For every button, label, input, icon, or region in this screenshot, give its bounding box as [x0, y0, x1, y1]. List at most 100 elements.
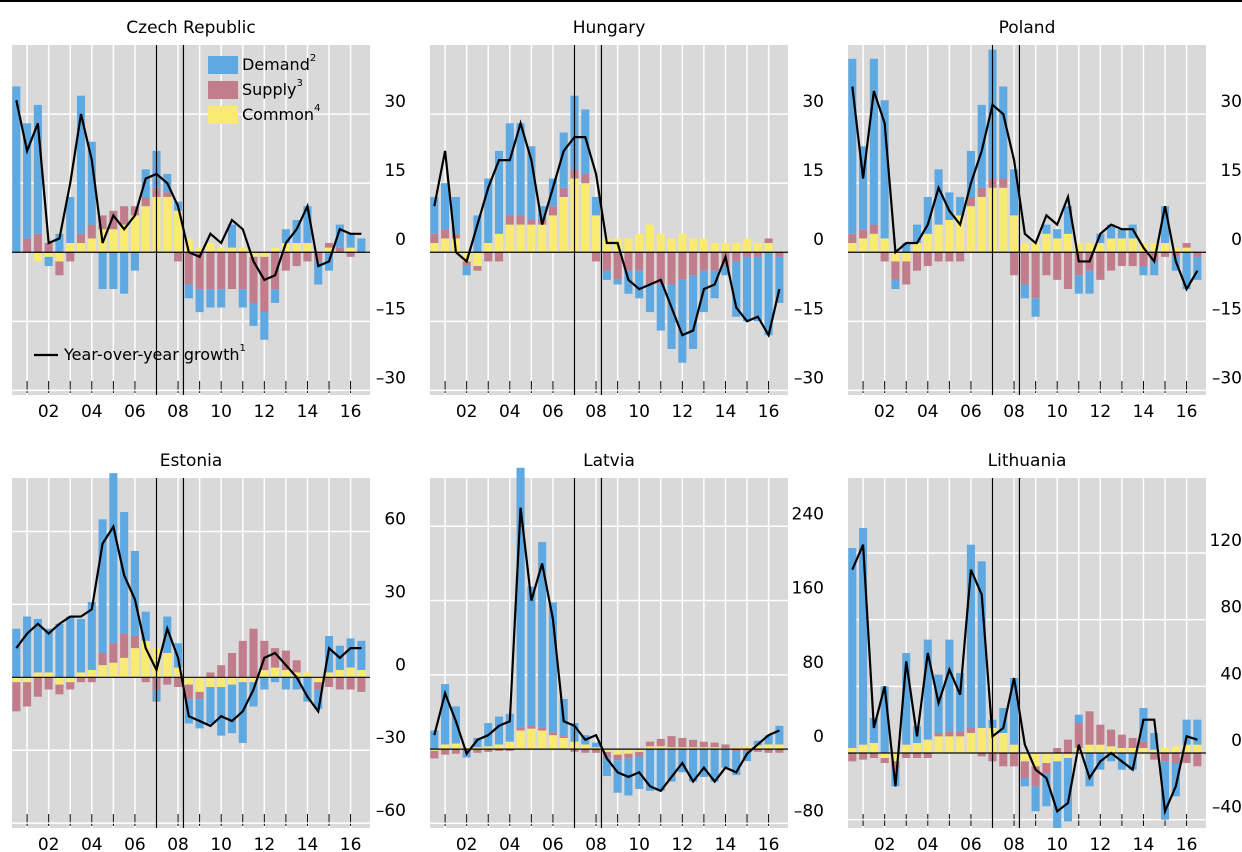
bar-segment [141, 640, 150, 678]
bar-segment [505, 713, 514, 742]
bar-segment [238, 289, 247, 308]
bar-segment [699, 238, 708, 253]
bar-segment [1182, 252, 1191, 290]
bar-segment [206, 252, 215, 290]
bar-segment [87, 224, 96, 239]
bar-segment [462, 747, 471, 750]
bar-segment [1042, 773, 1051, 807]
bar-segment [656, 252, 665, 285]
bar-segment [109, 662, 118, 678]
x-tick-label: 06 [124, 835, 146, 852]
bar-segment [1150, 753, 1159, 760]
bar-segment [869, 224, 878, 234]
x-tick-label: 10 [210, 835, 232, 852]
bar-segment [635, 252, 644, 271]
bar-segment [742, 751, 752, 762]
bar-segment [891, 753, 900, 762]
bar-segment [945, 639, 954, 732]
bar-segment [764, 252, 773, 336]
bar-segment [462, 266, 471, 276]
bar-segment [966, 733, 975, 753]
bar-segment [689, 238, 698, 253]
plot-background [430, 45, 788, 395]
bar-segment [912, 252, 922, 271]
bar-segment [721, 749, 730, 768]
x-tick-label: 08 [167, 402, 189, 422]
bar-segment [238, 252, 247, 290]
bar-segment [1020, 778, 1029, 787]
bar-segment [76, 677, 86, 683]
y-tick-label: 40 [1220, 664, 1242, 684]
bar-segment [1171, 763, 1180, 797]
bar-segment [559, 187, 568, 197]
y-tick-label: 30 [384, 92, 406, 112]
bar-segment [923, 252, 932, 267]
bar-segment [1010, 252, 1019, 276]
bar-segment [1074, 723, 1083, 748]
bar-segment [538, 730, 547, 750]
bar-segment [98, 519, 107, 653]
legend-name: Demand [242, 55, 310, 74]
bar-segment [516, 215, 525, 225]
bar-segment [238, 247, 247, 253]
bar-segment [44, 628, 53, 673]
bar-segment [869, 233, 878, 253]
bar-segment [281, 229, 290, 244]
bar-segment [76, 233, 86, 244]
bar-segment [1182, 719, 1191, 745]
bar-segment [977, 561, 986, 728]
bar-segment [1053, 229, 1062, 239]
bar-segment [324, 243, 334, 248]
bar-segment [505, 224, 514, 253]
bar-segment [130, 252, 139, 271]
bar-segment [689, 749, 698, 782]
bar-segment [1053, 753, 1062, 762]
bar-segment [292, 220, 301, 244]
bar-segment [163, 192, 172, 197]
x-tick-label: 06 [960, 835, 982, 852]
bar-segment [87, 238, 96, 253]
bar-segment [516, 727, 525, 731]
bar-segment [98, 665, 107, 678]
bar-segment [346, 247, 355, 253]
plot-background [848, 45, 1206, 395]
bar-segment [667, 747, 676, 750]
bar-segment [1128, 753, 1137, 770]
bar-segment [977, 728, 986, 753]
bar-segment [645, 224, 655, 253]
bar-segment [141, 206, 150, 253]
bar-segment [613, 252, 622, 280]
bar-segment [260, 256, 269, 313]
bar-segment [710, 749, 719, 782]
bar-segment [346, 677, 355, 690]
bar-segment [891, 261, 900, 280]
bar-segment [977, 196, 986, 253]
bar-segment [934, 733, 943, 737]
bar-segment [87, 670, 96, 678]
y-tick-label: –15 [1212, 299, 1242, 319]
bar-segment [281, 243, 290, 253]
bar-segment [1031, 243, 1040, 253]
bar-segment [1182, 247, 1191, 253]
bar-segment [902, 753, 911, 758]
bar-segment [1063, 739, 1073, 753]
bar-segment [249, 256, 258, 303]
legend-note: 2 [310, 53, 316, 64]
bar-segment [1150, 261, 1159, 276]
bar-segment [195, 677, 204, 692]
bar-segment [1193, 719, 1202, 745]
legend-label: Common4 [242, 103, 320, 124]
x-tick-label: 06 [542, 835, 564, 852]
bar-segment [109, 229, 118, 253]
bar-segment [869, 743, 878, 753]
bar-segment [1053, 761, 1062, 828]
bar-segment [430, 750, 439, 759]
bar-segment [956, 731, 965, 737]
bar-segment [303, 243, 312, 253]
bar-segment [227, 224, 237, 248]
bar-segment [667, 252, 676, 285]
bar-segment [667, 238, 676, 253]
bar-segment [592, 749, 601, 753]
bar-segment [1020, 761, 1029, 778]
bar-segment [120, 657, 129, 678]
